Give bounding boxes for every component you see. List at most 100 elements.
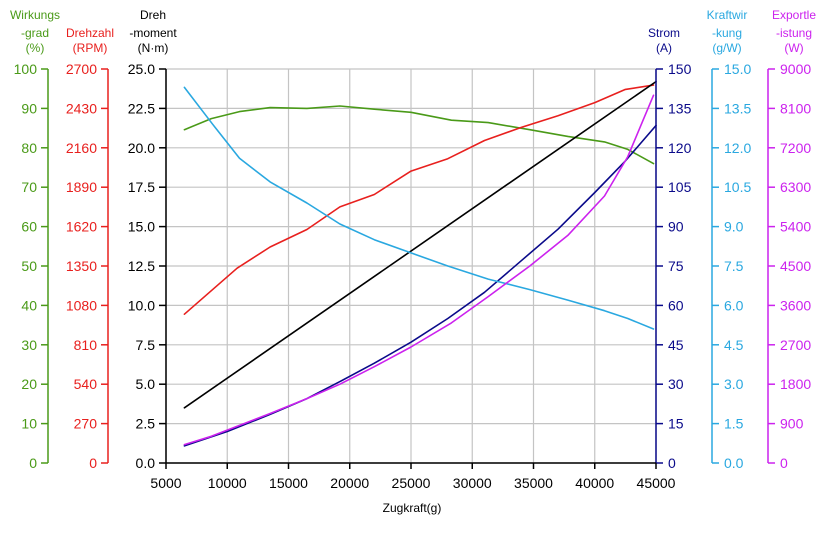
axis-title-wirkungsgrad: Wirkungs	[10, 8, 60, 22]
tick-label-drehzahl: 540	[74, 376, 98, 392]
axis-title-kraftwirkung: Kraftwir	[707, 8, 748, 22]
tick-label-drehzahl: 2160	[66, 140, 97, 156]
tick-label-strom: 0	[668, 455, 676, 471]
axis-title-drehmoment: (N·m)	[138, 41, 169, 55]
tick-label-kraftwirkung: 4.5	[724, 337, 744, 353]
axis-title-drehzahl: (RPM)	[73, 41, 108, 55]
x-tick-label: 40000	[575, 475, 614, 491]
tick-label-strom: 135	[668, 100, 692, 116]
series-line-strom	[183, 124, 657, 447]
tick-label-drehzahl: 1890	[66, 179, 97, 195]
tick-label-strom: 45	[668, 337, 684, 353]
tick-label-drehmoment: 17.5	[128, 179, 155, 195]
x-tick-label: 10000	[208, 475, 247, 491]
tick-label-wirkungsgrad: 80	[21, 140, 37, 156]
axis-title-wirkungsgrad: (%)	[26, 41, 45, 55]
x-tick-label: 20000	[330, 475, 369, 491]
series-line-kraftwirkung	[183, 86, 655, 330]
tick-label-strom: 150	[668, 61, 692, 77]
tick-label-wirkungsgrad: 40	[21, 297, 37, 313]
tick-label-drehmoment: 2.5	[136, 416, 156, 432]
tick-label-drehmoment: 25.0	[128, 61, 155, 77]
tick-label-kraftwirkung: 12.0	[724, 140, 751, 156]
series-line-exportleistung	[183, 94, 655, 446]
tick-label-drehzahl: 1080	[66, 297, 97, 313]
tick-label-exportleistung: 900	[780, 416, 804, 432]
tick-label-drehmoment: 7.5	[136, 337, 156, 353]
tick-label-wirkungsgrad: 10	[21, 416, 37, 432]
axis-title-kraftwirkung: -kung	[712, 26, 742, 40]
tick-label-kraftwirkung: 1.5	[724, 416, 744, 432]
tick-label-drehzahl: 0	[89, 455, 97, 471]
tick-label-exportleistung: 5400	[780, 219, 811, 235]
x-axis-title: Zugkraft(g)	[383, 501, 442, 515]
series-lines	[183, 80, 657, 447]
tick-label-drehzahl: 1350	[66, 258, 97, 274]
axis-title-exportleistung: -istung	[776, 26, 812, 40]
tick-label-drehmoment: 5.0	[136, 376, 156, 392]
tick-label-exportleistung: 6300	[780, 179, 811, 195]
tick-label-exportleistung: 2700	[780, 337, 811, 353]
x-tick-label: 30000	[453, 475, 492, 491]
axis-title-drehmoment: -moment	[129, 26, 177, 40]
axis-title-drehmoment: Dreh	[140, 8, 166, 22]
series-line-wirkungsgrad	[183, 105, 655, 165]
tick-label-wirkungsgrad: 50	[21, 258, 37, 274]
tick-label-exportleistung: 1800	[780, 376, 811, 392]
axis-title-kraftwirkung: (g/W)	[712, 41, 741, 55]
tick-label-kraftwirkung: 9.0	[724, 219, 744, 235]
tick-label-kraftwirkung: 15.0	[724, 61, 751, 77]
tick-label-drehmoment: 0.0	[136, 455, 156, 471]
tick-label-drehzahl: 270	[74, 416, 98, 432]
axes: 0 10 20 30 40 50 60 70 80 90 100 Wirkungs -grad(%) 0 2…	[10, 8, 816, 491]
tick-label-wirkungsgrad: 20	[21, 376, 37, 392]
tick-label-exportleistung: 8100	[780, 100, 811, 116]
tick-label-drehzahl: 1620	[66, 219, 97, 235]
tick-label-drehmoment: 12.5	[128, 258, 155, 274]
tick-label-strom: 105	[668, 179, 692, 195]
x-tick-label: 15000	[269, 475, 308, 491]
tick-label-strom: 90	[668, 219, 684, 235]
tick-label-drehzahl: 2430	[66, 100, 97, 116]
tick-label-drehmoment: 10.0	[128, 297, 155, 313]
series-line-drehmoment	[183, 80, 657, 409]
tick-label-exportleistung: 0	[780, 455, 788, 471]
tick-label-kraftwirkung: 13.5	[724, 100, 751, 116]
tick-label-wirkungsgrad: 100	[14, 61, 38, 77]
tick-label-wirkungsgrad: 60	[21, 219, 37, 235]
tick-label-wirkungsgrad: 70	[21, 179, 37, 195]
tick-label-wirkungsgrad: 30	[21, 337, 37, 353]
tick-label-drehmoment: 15.0	[128, 219, 155, 235]
tick-label-drehmoment: 20.0	[128, 140, 155, 156]
tick-label-strom: 15	[668, 416, 684, 432]
tick-label-exportleistung: 3600	[780, 297, 811, 313]
axis-title-exportleistung: Exportle	[772, 8, 816, 22]
x-tick-label: 35000	[514, 475, 553, 491]
tick-label-kraftwirkung: 6.0	[724, 297, 744, 313]
tick-label-kraftwirkung: 3.0	[724, 376, 744, 392]
axis-title-wirkungsgrad: -grad	[21, 26, 49, 40]
tick-label-strom: 30	[668, 376, 684, 392]
tick-label-strom: 60	[668, 297, 684, 313]
tick-label-kraftwirkung: 10.5	[724, 179, 751, 195]
x-tick-label: 45000	[637, 475, 676, 491]
tick-label-wirkungsgrad: 90	[21, 100, 37, 116]
tick-label-kraftwirkung: 7.5	[724, 258, 744, 274]
tick-label-exportleistung: 9000	[780, 61, 811, 77]
tick-label-kraftwirkung: 0.0	[724, 455, 744, 471]
tick-label-strom: 120	[668, 140, 692, 156]
axis-title-strom: Strom	[648, 26, 680, 40]
tick-label-exportleistung: 4500	[780, 258, 811, 274]
tick-label-wirkungsgrad: 0	[29, 455, 37, 471]
tick-label-drehmoment: 22.5	[128, 100, 155, 116]
tick-label-drehzahl: 810	[74, 337, 98, 353]
tick-label-drehzahl: 2700	[66, 61, 97, 77]
axis-title-strom: (A)	[656, 41, 672, 55]
series-line-drehzahl	[183, 84, 655, 316]
tick-label-strom: 75	[668, 258, 684, 274]
tick-label-exportleistung: 7200	[780, 140, 811, 156]
axis-title-drehzahl: Drehzahl	[66, 26, 114, 40]
axis-title-exportleistung: (W)	[784, 41, 803, 55]
x-tick-label: 25000	[392, 475, 431, 491]
